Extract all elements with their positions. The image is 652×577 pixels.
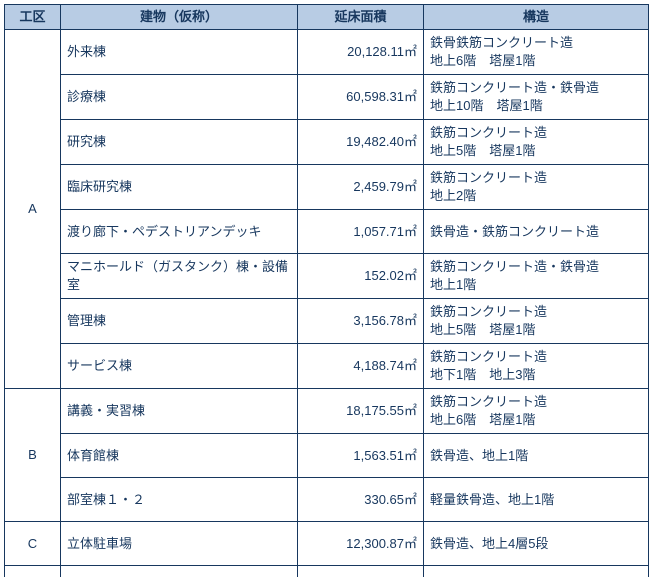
building-name: 部室棟１・２ — [60, 477, 298, 522]
structure: 鉄筋コンクリート造 地上5階 塔屋1階 — [423, 298, 649, 344]
table-row: 部室棟１・２ 330.65㎡ 軽量鉄骨造、地上1階 — [5, 477, 649, 522]
floor-area: 12,300.87㎡ — [297, 521, 424, 566]
structure: 鉄筋コンクリート造 地上2階 — [423, 164, 649, 210]
building-name: 講義・実習棟 — [60, 388, 298, 434]
building-name: マニホールド（ガスタンク）棟・設備室 — [60, 253, 298, 299]
table-body: A 外来棟 20,128.11㎡ 鉄骨鉄筋コンクリート造 地上6階 塔屋1階 診療棟 60… — [4, 29, 649, 577]
building-name: 診療棟 — [60, 74, 298, 120]
building-name: 研究棟 — [60, 119, 298, 165]
floor-area: 152.02㎡ — [297, 253, 424, 299]
structure: 鉄骨鉄筋コンクリート造 地上6階 塔屋1階 — [423, 29, 649, 75]
building-name: 外来棟 — [60, 29, 298, 75]
floor-area: 3,156.78㎡ — [297, 298, 424, 344]
table-row: サービス棟 4,188.74㎡ 鉄筋コンクリート造 地下1階 地上3階 — [5, 343, 649, 389]
zone-cell-B: B — [4, 388, 61, 522]
zone-cell-partial — [4, 565, 61, 577]
header-area: 延床面積 — [297, 4, 424, 30]
header-structure: 構造 — [423, 4, 649, 30]
floor-area: 1,563.51㎡ — [297, 433, 424, 478]
floor-area: 60,598.31㎡ — [297, 74, 424, 120]
floor-area: 4,188.74㎡ — [297, 343, 424, 389]
table-row-partial — [4, 565, 649, 577]
building-name — [60, 565, 298, 577]
floor-area: 20,128.11㎡ — [297, 29, 424, 75]
zone-cell-C: C — [4, 521, 61, 566]
table-row: 渡り廊下・ペデストリアンデッキ 1,057.71㎡ 鉄骨造・鉄筋コンクリート造 — [5, 209, 649, 254]
building-name: 立体駐車場 — [60, 521, 298, 566]
table-row: 診療棟 60,598.31㎡ 鉄筋コンクリート造・鉄骨造 地上10階 塔屋1階 — [5, 74, 649, 120]
table-row: 研究棟 19,482.40㎡ 鉄筋コンクリート造 地上5階 塔屋1階 — [5, 119, 649, 165]
structure: 軽量鉄骨造、地上1階 — [423, 477, 649, 522]
table-row: C 立体駐車場 12,300.87㎡ 鉄骨造、地上4層5段 — [4, 521, 649, 566]
building-name: 管理棟 — [60, 298, 298, 344]
structure: 鉄骨造、地上1階 — [423, 433, 649, 478]
floor-area: 18,175.55㎡ — [297, 388, 424, 434]
structure: 鉄筋コンクリート造 地下1階 地上3階 — [423, 343, 649, 389]
table-row: マニホールド（ガスタンク）棟・設備室 152.02㎡ 鉄筋コンクリート造・鉄骨造 地… — [5, 253, 649, 299]
floor-area: 2,459.79㎡ — [297, 164, 424, 210]
floor-area: 19,482.40㎡ — [297, 119, 424, 165]
building-table: 工区 建物（仮称） 延床面積 構造 A 外来棟 20,128.11㎡ 鉄骨鉄筋コンクリ… — [4, 4, 649, 577]
structure: 鉄筋コンクリート造・鉄骨造 地上10階 塔屋1階 — [423, 74, 649, 120]
table-row: 管理棟 3,156.78㎡ 鉄筋コンクリート造 地上5階 塔屋1階 — [5, 298, 649, 344]
header-building: 建物（仮称） — [60, 4, 298, 30]
structure: 鉄筋コンクリート造 地上6階 塔屋1階 — [423, 388, 649, 434]
floor-area — [297, 565, 424, 577]
building-name: サービス棟 — [60, 343, 298, 389]
structure: 鉄骨造、地上4層5段 — [423, 521, 649, 566]
zone-cell-A: A — [4, 29, 61, 389]
table-row: A 外来棟 20,128.11㎡ 鉄骨鉄筋コンクリート造 地上6階 塔屋1階 — [4, 29, 649, 389]
table-row: 体育館棟 1,563.51㎡ 鉄骨造、地上1階 — [5, 433, 649, 478]
floor-area: 330.65㎡ — [297, 477, 424, 522]
header-zone: 工区 — [4, 4, 61, 30]
table-row: B 講義・実習棟 18,175.55㎡ 鉄筋コンクリート造 地上6階 塔屋1階 — [4, 388, 649, 522]
header-row: 工区 建物（仮称） 延床面積 構造 — [4, 4, 649, 30]
building-name: 体育館棟 — [60, 433, 298, 478]
building-name: 渡り廊下・ペデストリアンデッキ — [60, 209, 298, 254]
structure: 鉄骨造・鉄筋コンクリート造 — [423, 209, 649, 254]
table-row: 臨床研究棟 2,459.79㎡ 鉄筋コンクリート造 地上2階 — [5, 164, 649, 210]
building-name: 臨床研究棟 — [60, 164, 298, 210]
structure: 鉄筋コンクリート造 地上5階 塔屋1階 — [423, 119, 649, 165]
structure — [423, 565, 649, 577]
floor-area: 1,057.71㎡ — [297, 209, 424, 254]
structure: 鉄筋コンクリート造・鉄骨造 地上1階 — [423, 253, 649, 299]
